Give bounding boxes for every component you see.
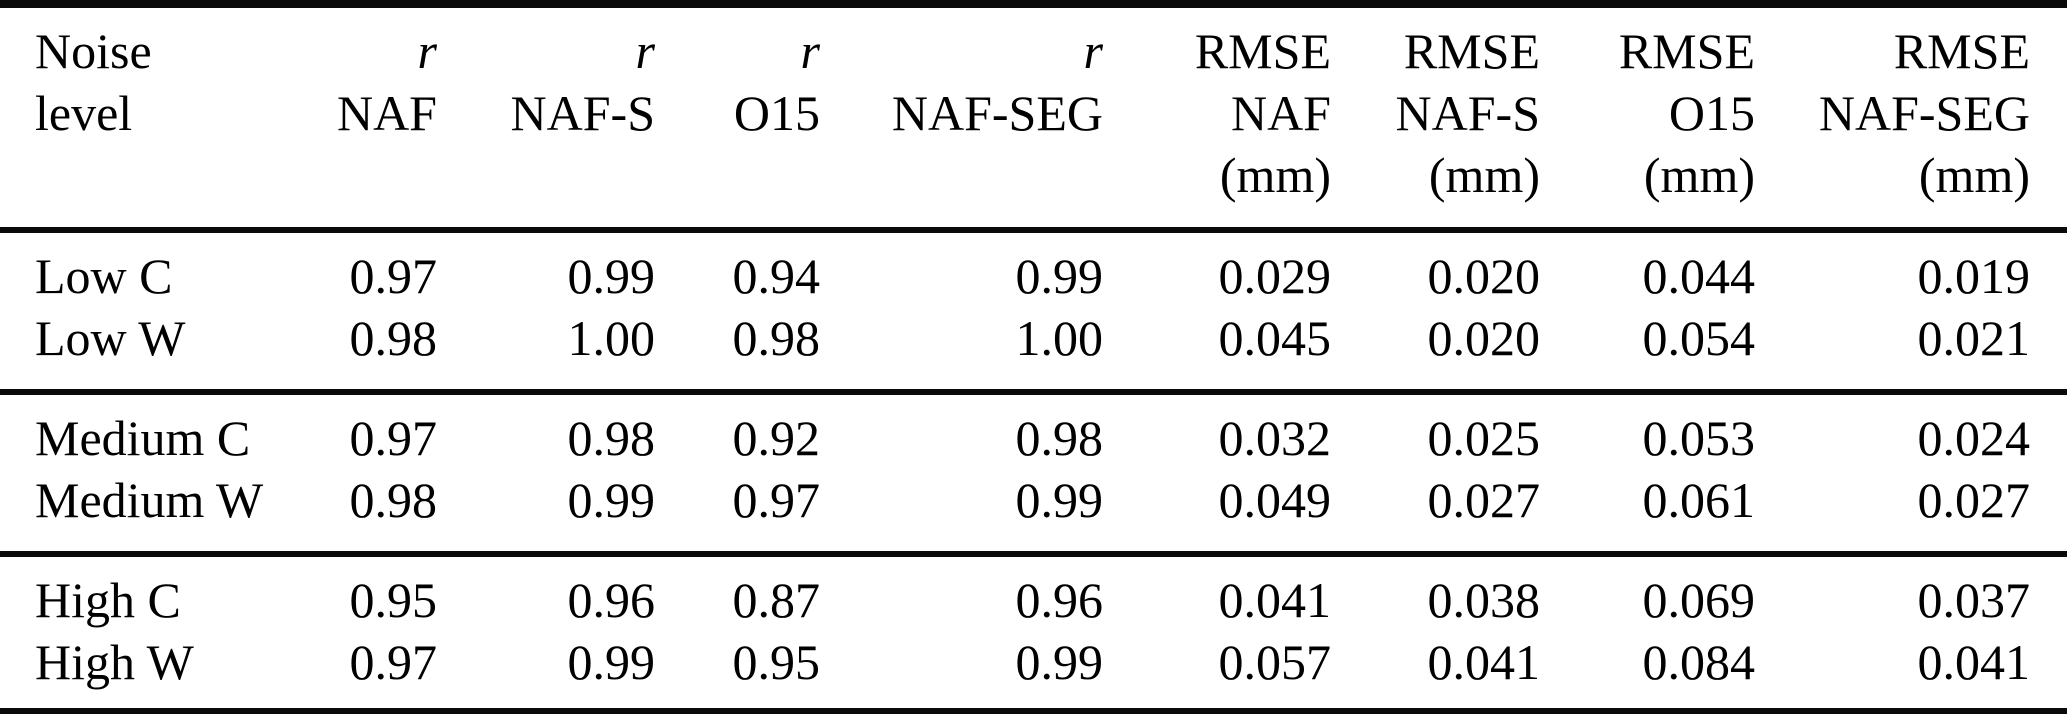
- data-cell: 0.027: [1917, 472, 2031, 528]
- header-cell-rmse-naf-seg: RMSE NAF-SEG (mm): [1755, 8, 2067, 233]
- data-cell: 0.95: [280, 551, 437, 631]
- data-cell: 0.032: [1103, 389, 1331, 469]
- data-cell: 0.87: [655, 551, 820, 631]
- data-cell: 0.044: [1642, 248, 1756, 304]
- table-row: High C 0.95 0.96 0.87 0.96 0.041 0.038 0…: [0, 551, 2067, 631]
- data-cell: 0.037: [1755, 551, 2067, 631]
- data-cell: 0.97: [349, 634, 438, 690]
- table-row: Medium W 0.98 0.99 0.97 0.99 0.049 0.027…: [0, 469, 2067, 554]
- data-cell: 0.027: [1427, 472, 1541, 528]
- row-group-medium: Medium C 0.97 0.98 0.92 0.98 0.032 0.025…: [0, 389, 2067, 554]
- data-cell: 0.98: [349, 472, 438, 528]
- data-cell: 0.98: [732, 310, 821, 366]
- data-cell: 0.029: [1218, 248, 1332, 304]
- data-cell: 0.057: [1218, 634, 1332, 690]
- header-cell-r-o15: r O15: [655, 8, 820, 233]
- header-cell-rmse-naf-s: RMSE NAF-S (mm): [1331, 8, 1540, 233]
- data-cell: 1.00: [567, 310, 656, 366]
- data-cell: 0.069: [1540, 551, 1755, 631]
- row-group-low: Low C 0.97 0.99 0.94 0.99 0.029 0.020 0.…: [0, 230, 2067, 392]
- header-line: (mm): [1219, 147, 1331, 203]
- header-line: r: [800, 23, 820, 79]
- header-cell-r-naf: r NAF: [280, 8, 437, 233]
- header-cell-r-naf-seg: r NAF-SEG: [820, 8, 1103, 233]
- table-bottom-rule: [0, 708, 2067, 714]
- header-cell-rmse-o15: RMSE O15 (mm): [1540, 8, 1755, 233]
- results-table: Noise level r NAF r NAF-S r O15 r NAF-: [0, 8, 2067, 708]
- data-cell: 0.019: [1917, 248, 2031, 304]
- data-cell: 0.96: [437, 551, 655, 631]
- header-line: r: [635, 23, 655, 79]
- data-cell: 0.049: [1218, 472, 1332, 528]
- data-cell: 0.92: [655, 389, 820, 469]
- data-cell: 0.041: [1917, 634, 2031, 690]
- data-cell: 0.97: [349, 248, 438, 304]
- data-cell: 0.054: [1642, 310, 1756, 366]
- header-line: NAF-SEG: [1818, 85, 2030, 141]
- header-line: level: [35, 85, 133, 141]
- data-cell: 0.041: [1103, 551, 1331, 631]
- data-cell: 0.99: [567, 634, 656, 690]
- data-cell: 0.024: [1755, 389, 2067, 469]
- data-cell: 0.025: [1331, 389, 1540, 469]
- table-row: Low W 0.98 1.00 0.98 1.00 0.045 0.020 0.…: [0, 307, 2067, 392]
- data-cell: 0.99: [1015, 472, 1104, 528]
- data-cell: 0.99: [1015, 634, 1104, 690]
- header-line: NAF-SEG: [891, 85, 1103, 141]
- row-label: High C: [0, 551, 280, 631]
- data-cell: 0.020: [1427, 310, 1541, 366]
- data-cell: 0.95: [732, 634, 821, 690]
- header-line: NAF-S: [1395, 85, 1540, 141]
- row-label: Low C: [35, 248, 173, 304]
- data-cell: 0.020: [1427, 248, 1541, 304]
- row-group-high: High C 0.95 0.96 0.87 0.96 0.041 0.038 0…: [0, 551, 2067, 708]
- header-line: RMSE: [1194, 23, 1331, 79]
- header-line: Noise: [35, 23, 152, 79]
- data-cell: 0.021: [1917, 310, 2031, 366]
- data-cell: 0.99: [567, 472, 656, 528]
- table-row: High W 0.97 0.99 0.95 0.99 0.057 0.041 0…: [0, 631, 2067, 708]
- data-cell: 0.96: [820, 551, 1103, 631]
- header-line: (mm): [1643, 147, 1755, 203]
- row-label: Medium C: [0, 389, 280, 469]
- header-line: r: [1083, 23, 1103, 79]
- header-line: (mm): [1428, 147, 1540, 203]
- data-cell: 0.99: [1015, 248, 1104, 304]
- row-label: Medium W: [35, 472, 264, 528]
- header-line: O15: [1668, 85, 1755, 141]
- data-cell: 0.97: [732, 472, 821, 528]
- header-line: O15: [733, 85, 820, 141]
- row-label: Low W: [35, 310, 186, 366]
- header-cell-noise-level: Noise level: [0, 8, 280, 233]
- table-top-rule: [0, 0, 2067, 8]
- data-cell: 0.99: [567, 248, 656, 304]
- data-cell: 0.061: [1642, 472, 1756, 528]
- header-line: NAF-S: [510, 85, 655, 141]
- data-cell: 0.98: [820, 389, 1103, 469]
- data-cell: 0.041: [1427, 634, 1541, 690]
- header-line: r: [417, 23, 437, 79]
- header-line: RMSE: [1893, 23, 2030, 79]
- data-cell: 1.00: [1015, 310, 1104, 366]
- data-cell: 0.98: [437, 389, 655, 469]
- table-row: Medium C 0.97 0.98 0.92 0.98 0.032 0.025…: [0, 389, 2067, 469]
- table-row: Low C 0.97 0.99 0.94 0.99 0.029 0.020 0.…: [0, 230, 2067, 307]
- data-cell: 0.038: [1331, 551, 1540, 631]
- data-cell: 0.084: [1642, 634, 1756, 690]
- data-cell: 0.98: [349, 310, 438, 366]
- header-line: (mm): [1918, 147, 2030, 203]
- header-cell-r-naf-s: r NAF-S: [437, 8, 655, 233]
- header-line: NAF: [336, 85, 437, 141]
- header-cell-rmse-naf: RMSE NAF (mm): [1103, 8, 1331, 233]
- table-header: Noise level r NAF r NAF-S r O15 r NAF-: [0, 8, 2067, 233]
- header-line: NAF: [1230, 85, 1331, 141]
- data-cell: 0.045: [1218, 310, 1332, 366]
- header-line: RMSE: [1618, 23, 1755, 79]
- data-cell: 0.053: [1540, 389, 1755, 469]
- header-line: RMSE: [1403, 23, 1540, 79]
- row-label: High W: [35, 634, 194, 690]
- data-cell: 0.97: [280, 389, 437, 469]
- data-cell: 0.94: [732, 248, 821, 304]
